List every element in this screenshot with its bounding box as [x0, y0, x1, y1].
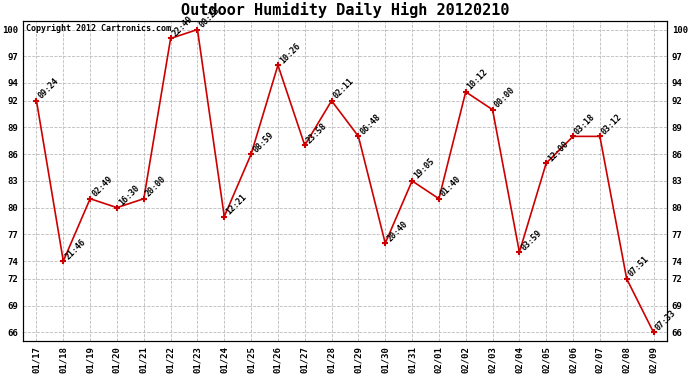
- Text: 03:18: 03:18: [573, 112, 597, 136]
- Text: 20:40: 20:40: [385, 219, 409, 243]
- Text: 03:59: 03:59: [520, 228, 544, 252]
- Text: 07:33: 07:33: [653, 308, 678, 332]
- Text: 00:25: 00:25: [197, 6, 221, 30]
- Text: 08:59: 08:59: [251, 130, 275, 154]
- Text: Copyright 2012 Cartronics.com: Copyright 2012 Cartronics.com: [26, 24, 171, 33]
- Text: 06:48: 06:48: [358, 112, 382, 136]
- Text: 01:40: 01:40: [439, 175, 463, 199]
- Text: 20:00: 20:00: [144, 175, 168, 199]
- Text: 12:21: 12:21: [224, 192, 248, 216]
- Text: 07:51: 07:51: [627, 255, 651, 279]
- Text: 02:49: 02:49: [90, 175, 114, 199]
- Text: 00:00: 00:00: [493, 86, 517, 109]
- Text: 23:58: 23:58: [305, 121, 329, 145]
- Text: 03:12: 03:12: [600, 112, 624, 136]
- Text: 19:05: 19:05: [412, 157, 436, 181]
- Text: 10:26: 10:26: [278, 41, 302, 65]
- Text: 21:46: 21:46: [63, 237, 88, 261]
- Text: 16:30: 16:30: [117, 184, 141, 208]
- Text: 10:12: 10:12: [466, 68, 490, 92]
- Text: 12:00: 12:00: [546, 139, 570, 163]
- Text: 22:49: 22:49: [170, 14, 195, 39]
- Title: Outdoor Humidity Daily High 20120210: Outdoor Humidity Daily High 20120210: [181, 2, 509, 18]
- Text: 09:24: 09:24: [37, 77, 61, 101]
- Text: 02:11: 02:11: [332, 77, 355, 101]
